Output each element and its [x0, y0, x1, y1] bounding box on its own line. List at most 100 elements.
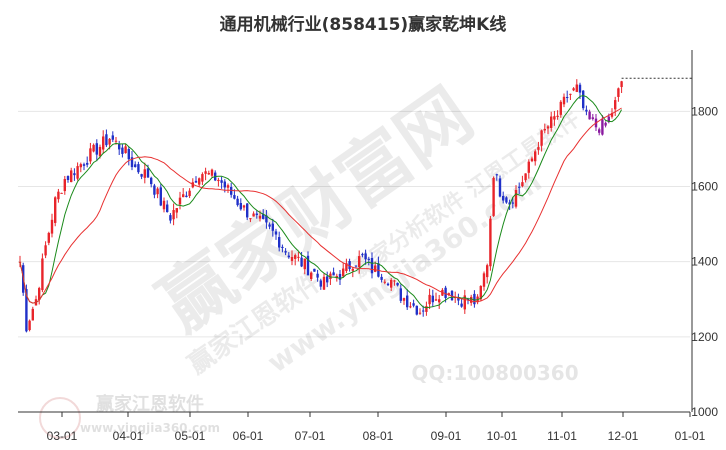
candle-body — [575, 84, 578, 92]
candle-body — [569, 93, 572, 95]
candle-body — [114, 140, 118, 142]
candle-body — [201, 174, 204, 182]
candle-body — [316, 273, 319, 278]
candle-body — [98, 146, 102, 157]
moving-averages — [19, 94, 623, 309]
x-tick-label: 12-01 — [608, 429, 639, 443]
candle-body — [204, 171, 207, 174]
candle-body — [111, 135, 114, 140]
candle-body — [479, 285, 482, 300]
candle-body — [265, 215, 268, 223]
candle-body — [338, 273, 342, 280]
candle-body — [310, 272, 313, 279]
candle-body — [562, 96, 566, 105]
candle-body — [431, 295, 434, 303]
candle-body — [393, 280, 396, 282]
candle-body — [390, 279, 393, 288]
candle-body — [50, 219, 54, 234]
candle-body — [508, 202, 511, 205]
candle-body — [591, 117, 594, 119]
candle-body — [236, 198, 239, 206]
candle-body — [70, 170, 73, 183]
candle-body — [367, 258, 370, 260]
candle-body — [607, 116, 610, 123]
candle-body — [287, 255, 290, 258]
candle-body — [422, 310, 425, 312]
candle-body — [137, 164, 140, 173]
candle-body — [178, 197, 182, 205]
watermark-url-small: www.yingjia360.com — [80, 421, 220, 435]
candle-body — [428, 294, 431, 305]
candle-body — [230, 187, 233, 195]
candle-body — [550, 116, 553, 128]
candle-body — [409, 306, 412, 308]
candle-body — [463, 295, 466, 310]
candle-body — [617, 88, 620, 97]
candle-body — [460, 303, 463, 307]
candle-body — [540, 130, 543, 146]
candle-body — [537, 147, 540, 150]
candle-body — [140, 174, 143, 177]
candle-body — [534, 151, 537, 162]
watermark-logo — [39, 397, 81, 439]
candle-body — [306, 255, 310, 276]
x-tick-label: 04-01 — [113, 429, 144, 443]
chart-title: 通用机械行业(858415)赢家乾坤K线 — [220, 14, 507, 35]
candle-body — [329, 273, 332, 280]
candle-body — [450, 290, 454, 301]
candle-body — [457, 297, 460, 301]
candle-body — [60, 192, 63, 194]
candle-body — [473, 293, 476, 305]
candle-body — [198, 178, 201, 185]
candle-body — [281, 246, 284, 249]
candle-body — [268, 224, 271, 227]
candle-body — [604, 122, 607, 126]
candle-body — [300, 257, 303, 267]
candle-body — [246, 203, 249, 218]
candle-body — [578, 84, 582, 93]
candle-body — [313, 268, 316, 272]
candle-body — [284, 251, 287, 253]
candle-body — [162, 200, 166, 210]
candle-body — [255, 213, 258, 215]
x-tick-label: 11-01 — [547, 429, 577, 443]
candle-body — [38, 288, 41, 301]
candle-body — [105, 134, 108, 146]
candle-body — [73, 173, 76, 176]
candle-body — [518, 186, 521, 188]
candle-body — [175, 208, 178, 213]
candle-body — [546, 126, 550, 129]
candle-body — [82, 164, 86, 166]
x-tick-label: 03-01 — [47, 429, 78, 443]
candle-body — [543, 128, 546, 131]
candle-body — [274, 231, 278, 235]
candle-body — [194, 180, 198, 183]
candle-body — [102, 136, 105, 150]
candle-body — [610, 113, 614, 117]
candle-body — [220, 180, 223, 183]
ma-short-line — [19, 94, 623, 309]
candle-body — [130, 157, 134, 168]
candle-body — [447, 293, 450, 295]
candle-body — [492, 177, 495, 216]
candle-body — [143, 169, 146, 178]
candle-body — [121, 147, 124, 154]
candle-body — [297, 256, 300, 258]
candle-body — [495, 174, 498, 176]
candle-body — [89, 148, 92, 162]
candle-body — [242, 205, 246, 208]
candle-body — [482, 273, 486, 287]
candle-body — [553, 116, 556, 120]
candle-body — [239, 202, 242, 210]
candle-body — [332, 272, 335, 276]
candle-body — [166, 204, 169, 213]
candle-body — [28, 320, 31, 331]
x-tick-label: 10-01 — [487, 429, 518, 443]
candle-body — [418, 312, 422, 314]
ma-long-line — [19, 107, 622, 304]
candle-body — [399, 288, 402, 301]
watermark-logo-text: 赢家江恩软件 — [96, 393, 204, 415]
candle-body — [108, 138, 111, 145]
candle-body — [502, 195, 505, 201]
candle-body — [514, 190, 518, 207]
